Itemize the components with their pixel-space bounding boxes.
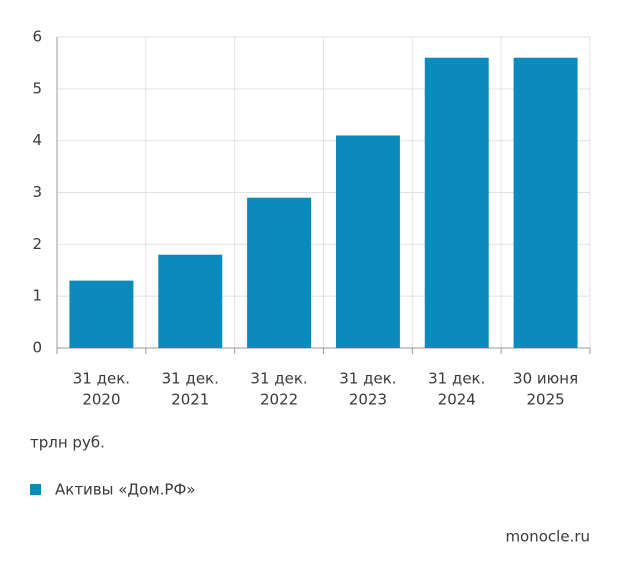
bar (424, 57, 489, 348)
source: monocle.ru (505, 528, 590, 546)
x-tick-label: 31 дек. (162, 370, 219, 388)
bar (69, 280, 134, 348)
x-tick-label: 31 дек. (73, 370, 130, 388)
x-tick-label: 31 дек. (339, 370, 396, 388)
x-tick-label: 2022 (260, 391, 298, 409)
x-tick-label: 30 июня (513, 370, 578, 388)
bar (158, 254, 223, 348)
x-tick-label: 31 дек. (428, 370, 485, 388)
y-tick-label: 4 (32, 131, 42, 149)
x-tick-label: 2020 (82, 391, 120, 409)
x-tick-label: 2021 (171, 391, 209, 409)
bar (335, 135, 400, 348)
y-tick-label: 1 (32, 287, 42, 305)
y-tick-label: 5 (32, 79, 42, 97)
y-tick-label: 2 (32, 235, 42, 253)
x-tick-label: 2024 (438, 391, 476, 409)
legend-label: Активы «Дом.РФ» (55, 481, 196, 499)
bar (247, 197, 312, 348)
unit-label: трлн руб. (30, 434, 105, 452)
x-tick-label: 2023 (349, 391, 387, 409)
bar (513, 57, 578, 348)
x-tick-label: 2025 (526, 391, 564, 409)
legend-swatch (30, 484, 41, 495)
y-tick-label: 6 (32, 28, 42, 46)
y-tick-label: 0 (32, 339, 42, 357)
x-tick-label: 31 дек. (250, 370, 307, 388)
y-tick-label: 3 (32, 183, 42, 201)
